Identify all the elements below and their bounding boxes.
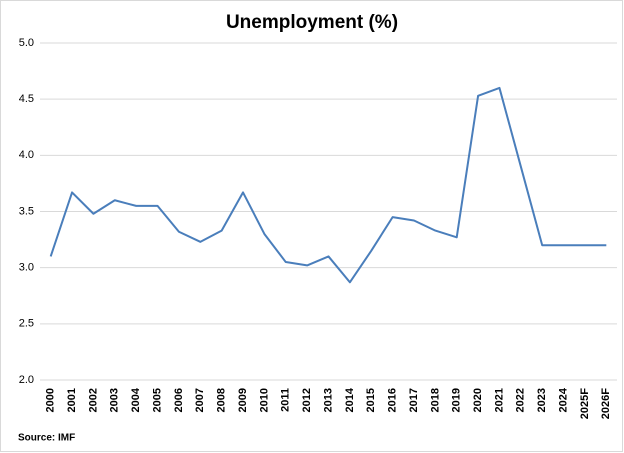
x-tick-label: 2005 [151, 388, 163, 412]
x-tick-label: 2020 [472, 388, 484, 412]
y-tick-label: 5.0 [19, 37, 34, 49]
chart-title: Unemployment (%) [226, 12, 398, 33]
x-tick-label: 2021 [493, 388, 505, 412]
x-tick-label: 2012 [301, 388, 313, 412]
x-tick-label: 2010 [258, 388, 270, 412]
x-tick-label: 2000 [45, 388, 57, 412]
x-tick-label: 2026F [600, 388, 612, 419]
y-tick-label: 4.0 [19, 149, 34, 161]
x-tick-label: 2007 [194, 388, 206, 412]
y-tick-label: 3.5 [19, 205, 34, 217]
x-tick-label: 2023 [536, 388, 548, 412]
x-tick-label: 2022 [515, 388, 527, 412]
x-tick-label: 2015 [365, 388, 377, 412]
source-note: Source: IMF [18, 433, 75, 444]
x-tick-label: 2019 [451, 388, 463, 412]
x-tick-label: 2004 [130, 387, 142, 412]
x-tick-label: 2025F [579, 388, 591, 419]
x-tick-label: 2024 [557, 387, 569, 412]
y-tick-label: 2.5 [19, 318, 34, 330]
x-tick-label: 2009 [237, 388, 249, 412]
x-tick-label: 2017 [408, 388, 420, 412]
data-line [49, 86, 607, 284]
y-tick-label: 4.5 [19, 93, 34, 105]
x-tick-label: 2011 [280, 388, 292, 412]
x-tick-label: 2018 [429, 388, 441, 412]
x-tick-label: 2016 [387, 388, 399, 412]
x-tick-label: 2002 [87, 388, 99, 412]
x-tick-label: 2013 [322, 388, 334, 412]
y-tick-label: 2.0 [19, 374, 34, 386]
x-tick-label: 2006 [173, 388, 185, 412]
x-tick-label: 2001 [66, 388, 78, 412]
x-tick-label: 2014 [344, 387, 356, 412]
y-tick-label: 3.0 [19, 262, 34, 274]
x-tick-label: 2008 [216, 388, 228, 412]
x-tick-label: 2003 [109, 388, 121, 412]
